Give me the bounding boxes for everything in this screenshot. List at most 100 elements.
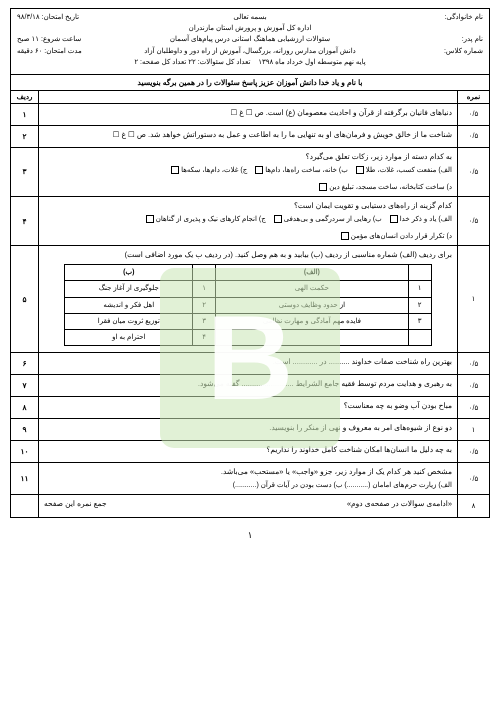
question-body: به رهبری و هدایت مردم توسط فقیه جامع الش… bbox=[39, 375, 457, 396]
option: د) ساخت کتابخانه، ساخت مسجد، تبلیغ دین bbox=[317, 182, 452, 193]
question-row: ۱ برای ردیف (الف) شماره مناسبی از ردیف (ب… bbox=[11, 246, 489, 353]
bismillah: بسمه تعالی bbox=[117, 13, 383, 24]
page-sum-value: ۸ bbox=[457, 495, 489, 517]
duration: مدت امتحان: ۶۰ دقیقه bbox=[17, 47, 117, 58]
question-number: ۵ bbox=[11, 246, 39, 352]
question-row: ۰/۵ مشخص کنید هر کدام یک از موارد زیر، جز… bbox=[11, 463, 489, 495]
match-cell: ۱ bbox=[193, 281, 216, 297]
option: ب) رهایی از سردرگمی و بی‌هدفی bbox=[272, 214, 382, 225]
question-body: دنیاهای فانیان برگرفته از قرآن و احادیث … bbox=[39, 104, 457, 125]
match-header bbox=[193, 265, 216, 281]
question-text: مباح بودن آب وضو به چه معناست؟ bbox=[44, 400, 452, 412]
instructions: با نام و یاد خدا دانش آموزان عزیز پاسخ س… bbox=[11, 75, 489, 91]
question-score: ۰/۵ bbox=[457, 463, 489, 494]
exam-page: نام خانوادگی: بسمه تعالی اداره کل آموزش … bbox=[10, 8, 490, 518]
question-body: به کدام دسته از موارد زیر، زکات تعلق می‌… bbox=[39, 148, 457, 196]
match-cell: ۴ bbox=[193, 330, 216, 346]
questions-container: ۰/۵ دنیاهای فانیان برگرفته از قرآن و احاد… bbox=[11, 104, 489, 496]
question-text: مشخص کنید هر کدام یک از موارد زیر، جزو «… bbox=[44, 466, 452, 478]
option: الف) منفعت کسب، غلات، طلا bbox=[354, 165, 452, 176]
question-options: الف) یاد و ذکر خدا ب) رهایی از سردرگمی و… bbox=[44, 214, 452, 242]
question-number: ۶ bbox=[11, 353, 39, 374]
checkbox-icon[interactable] bbox=[146, 215, 154, 223]
question-score: ۰/۵ bbox=[457, 397, 489, 418]
match-cell: جلوگیری از آغاز جنگ bbox=[65, 281, 193, 297]
checkbox-icon[interactable] bbox=[341, 232, 349, 240]
question-row: ۰/۵شناخت ما از خالق خویش و فرمان‌های او … bbox=[11, 126, 489, 148]
father-name-label: نام پدر: bbox=[383, 35, 483, 46]
question-number: ۸ bbox=[11, 397, 39, 418]
question-number: ۹ bbox=[11, 419, 39, 440]
option: ج) غلات، دام‌ها، سکه‌ها bbox=[169, 165, 247, 176]
org-line-1: اداره کل آموزش و پرورش استان مازندران bbox=[117, 24, 383, 35]
checkbox-icon[interactable] bbox=[255, 166, 263, 174]
option: ج) انجام کارهای نیک و پذیری از گناهان bbox=[144, 214, 266, 225]
question-score: ۰/۵ bbox=[457, 197, 489, 245]
option: الف) یاد و ذکر خدا bbox=[388, 214, 452, 225]
question-text: برای ردیف (الف) شماره مناسبی از ردیف (ب)… bbox=[44, 249, 452, 261]
question-body: بهترین راه شناخت صفات خداوند .......... … bbox=[39, 353, 457, 374]
question-number: ۱۰ bbox=[11, 441, 39, 462]
question-body: مباح بودن آب وضو به چه معناست؟ bbox=[39, 397, 457, 418]
question-score: ۰/۵ bbox=[457, 441, 489, 462]
question-text: دنیاهای فانیان برگرفته از قرآن و احادیث … bbox=[44, 107, 452, 119]
checkbox-icon[interactable] bbox=[356, 166, 364, 174]
question-body: به چه دلیل ما انسان‌ها امکان شناخت کامل … bbox=[39, 441, 457, 462]
row-header: ردیف bbox=[11, 91, 39, 103]
match-cell bbox=[408, 330, 431, 346]
question-text: شناخت ما از خالق خویش و فرمان‌های او به … bbox=[44, 129, 452, 141]
question-row: ۰/۵ به کدام دسته از موارد زیر، زکات تعلق … bbox=[11, 148, 489, 197]
org-line-3: دانش آموزان مدارس روزانه، بزرگسال، آموزش… bbox=[117, 47, 383, 58]
match-cell: اهل فکر و اندیشه bbox=[65, 297, 193, 313]
checkbox-icon[interactable] bbox=[390, 215, 398, 223]
header: نام خانوادگی: بسمه تعالی اداره کل آموزش … bbox=[11, 9, 489, 75]
match-cell: توزیع ثروت میان فقرا bbox=[65, 313, 193, 329]
question-number: ۷ bbox=[11, 375, 39, 396]
question-score: ۰/۵ bbox=[457, 375, 489, 396]
match-cell: ۳ bbox=[408, 313, 431, 329]
option: ب) خانه، ساخت راه‌ها، دام‌ها bbox=[253, 165, 348, 176]
question-row: ۰/۵دنیاهای فانیان برگرفته از قرآن و احاد… bbox=[11, 104, 489, 126]
question-row: ۰/۵ بهترین راه شناخت صفات خداوند ........… bbox=[11, 353, 489, 375]
checkbox-icon[interactable] bbox=[319, 183, 327, 191]
question-row: ۰/۵ مباح بودن آب وضو به چه معناست؟ ۸ bbox=[11, 397, 489, 419]
question-text: کدام گزینه از راه‌های دستیابی و تقویت ای… bbox=[44, 200, 452, 212]
match-cell: ۲ bbox=[193, 297, 216, 313]
match-cell: ۱ bbox=[408, 281, 431, 297]
page-sum-label: جمع نمره این صفحه bbox=[44, 498, 107, 514]
question-body: دو نوع از شیوه‌های امر به معروف و نهی از… bbox=[39, 419, 457, 440]
checkbox-icon[interactable] bbox=[274, 215, 282, 223]
question-score: ۱ bbox=[457, 419, 489, 440]
match-cell: ۲ bbox=[408, 297, 431, 313]
question-number: ۲ bbox=[11, 126, 39, 147]
question-score: ۱ bbox=[457, 246, 489, 352]
question-score: ۰/۵ bbox=[457, 148, 489, 196]
checkbox-icon[interactable] bbox=[171, 166, 179, 174]
question-row: ۰/۵ کدام گزینه از راه‌های دستیابی و تقویت… bbox=[11, 197, 489, 246]
start-time: ساعت شروع: ۱۱ صبح bbox=[17, 35, 117, 46]
question-row: ۱ دو نوع از شیوه‌های امر به معروف و نهی ا… bbox=[11, 419, 489, 441]
question-text: دو نوع از شیوه‌های امر به معروف و نهی از… bbox=[44, 422, 452, 434]
question-text: بهترین راه شناخت صفات خداوند .......... … bbox=[44, 356, 452, 368]
question-text: به کدام دسته از موارد زیر، زکات تعلق می‌… bbox=[44, 151, 452, 163]
column-headers: نمره ردیف bbox=[11, 91, 489, 104]
match-cell: ۳ bbox=[193, 313, 216, 329]
question-score: ۰/۵ bbox=[457, 353, 489, 374]
question-row: ۰/۵به چه دلیل ما انسان‌ها امکان شناخت کا… bbox=[11, 441, 489, 463]
family-name-label: نام خانوادگی: bbox=[383, 13, 483, 34]
continue-note: «ادامه‌ی سوالات در صفحه‌ی دوم» bbox=[347, 498, 452, 514]
match-cell: فایده مهم آمادگی و مهارت نظامی bbox=[216, 313, 409, 329]
question-body: برای ردیف (الف) شماره مناسبی از ردیف (ب)… bbox=[39, 246, 457, 352]
question-options: الف) منفعت کسب، غلات، طلا ب) خانه، ساخت … bbox=[44, 165, 452, 193]
match-header: (الف) bbox=[216, 265, 409, 281]
question-number: ۴ bbox=[11, 197, 39, 245]
question-number: ۱۱ bbox=[11, 463, 39, 494]
exam-date: تاریخ امتحان: ۹۸/۳/۱۸ bbox=[17, 13, 117, 34]
option: د) تکرار قرار دادن انسان‌های مؤمن bbox=[339, 231, 452, 242]
match-cell: احترام به او bbox=[65, 330, 193, 346]
question-body: کدام گزینه از راه‌های دستیابی و تقویت ای… bbox=[39, 197, 457, 245]
question-row: ۰/۵ به رهبری و هدایت مردم توسط فقیه جامع … bbox=[11, 375, 489, 397]
question-text: به رهبری و هدایت مردم توسط فقیه جامع الش… bbox=[44, 378, 452, 390]
counts: تعداد کل سئوالات: ۲۲ تعداد کل صفحه: ۲ bbox=[134, 59, 250, 66]
match-header bbox=[408, 265, 431, 281]
